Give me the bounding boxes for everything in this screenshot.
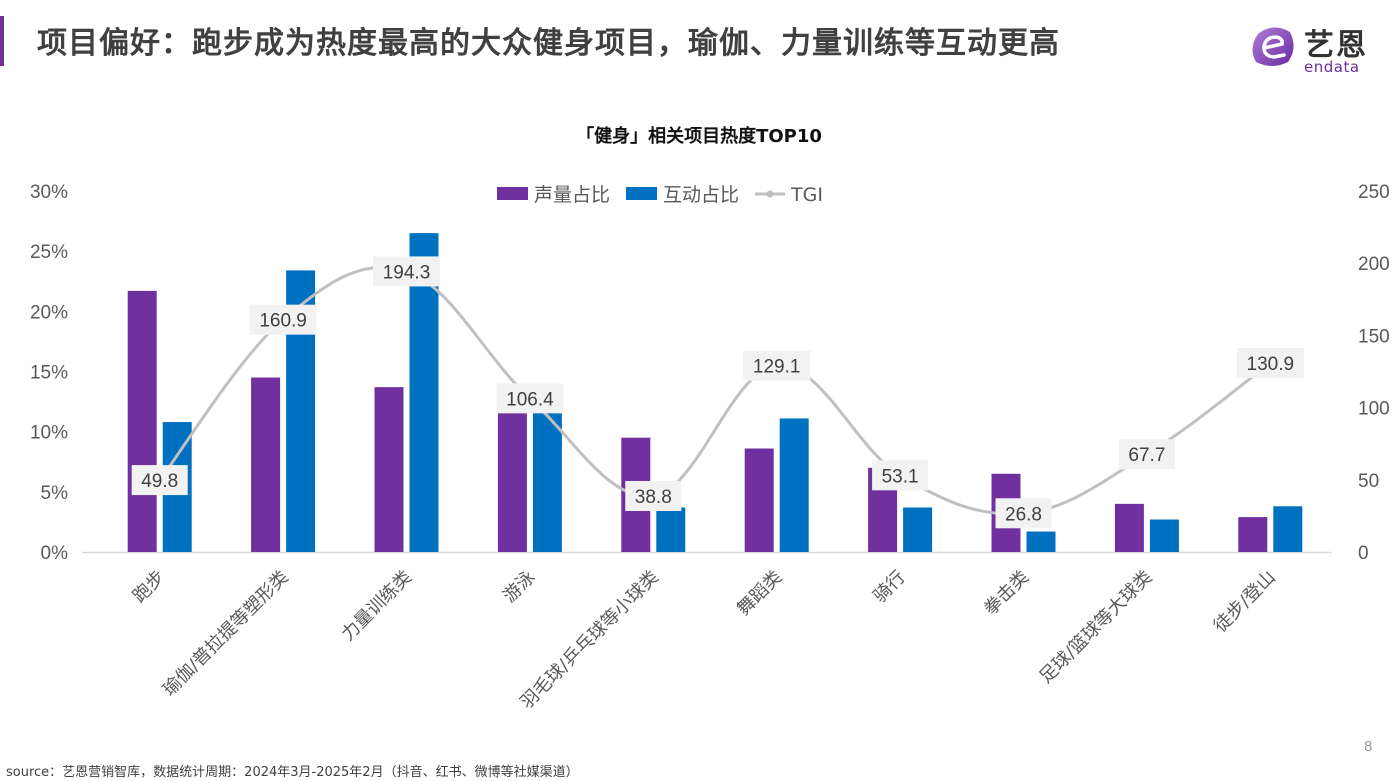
tgi-data-label: 49.8 xyxy=(141,471,178,492)
logo-cn-text: 艺恩 xyxy=(1304,28,1368,63)
tgi-data-label: 38.8 xyxy=(635,487,672,508)
legend-label: 互动占比 xyxy=(663,184,739,206)
tgi-data-label: 67.7 xyxy=(1128,445,1165,466)
y-left-tick-label: 15% xyxy=(30,363,68,384)
bar-volume-share xyxy=(374,387,404,552)
bar-volume-share xyxy=(251,377,281,552)
y-right-tick-label: 0 xyxy=(1358,543,1369,564)
tgi-data-label-box xyxy=(496,383,564,414)
x-category-label: 游泳 xyxy=(499,567,539,607)
legend-label: 声量占比 xyxy=(534,184,610,206)
tgi-data-label: 26.8 xyxy=(1005,504,1042,525)
bar-volume-share xyxy=(497,405,527,552)
tgi-data-label: 130.9 xyxy=(1247,354,1295,375)
tgi-data-label-box xyxy=(249,304,317,335)
x-category-label: 力量训练类 xyxy=(338,567,416,645)
tgi-data-label-box xyxy=(131,465,188,496)
tgi-data-label-box xyxy=(373,256,440,287)
y-right-tick-label: 50 xyxy=(1358,471,1379,492)
y-right-tick-label: 250 xyxy=(1358,182,1390,203)
legend-swatch xyxy=(626,187,657,200)
tgi-data-label-box xyxy=(995,498,1052,529)
y-right-tick-label: 200 xyxy=(1358,254,1390,275)
tgi-data-label: 194.3 xyxy=(383,262,431,283)
bar-interaction-share xyxy=(1026,531,1056,552)
tgi-data-label-box xyxy=(872,460,929,491)
y-left-tick-label: 0% xyxy=(41,543,69,564)
x-category-label: 羽毛球/乒乓球等小球类 xyxy=(516,567,662,713)
tgi-data-label: 160.9 xyxy=(259,311,307,332)
x-category-label: 骑行 xyxy=(869,567,909,607)
bar-volume-share xyxy=(1114,503,1144,552)
page-number: 8 xyxy=(1364,738,1373,755)
endata-logo: 艺恩 endata xyxy=(1250,18,1390,78)
bar-volume-share xyxy=(744,448,774,552)
chart-title: 「健身」相关项目热度TOP10 xyxy=(576,126,822,147)
x-category-label: 跑步 xyxy=(129,567,169,607)
x-category-label: 拳击类 xyxy=(980,567,1033,620)
tgi-line xyxy=(158,266,1272,516)
logo-en-text: endata xyxy=(1304,58,1360,76)
x-category-label: 舞蹈类 xyxy=(733,567,786,620)
page-title: 项目偏好：跑步成为热度最高的大众健身项目，瑜伽、力量训练等互动更高 xyxy=(37,26,1060,61)
bar-volume-share xyxy=(127,290,157,552)
legend-swatch xyxy=(497,187,528,200)
tgi-data-label-box xyxy=(743,350,811,381)
y-right-tick-label: 150 xyxy=(1358,326,1390,347)
tgi-data-label: 106.4 xyxy=(506,389,554,410)
title-accent-bar xyxy=(0,16,4,66)
bar-interaction-share xyxy=(1149,519,1179,552)
tgi-data-label: 53.1 xyxy=(882,466,919,487)
bar-interaction-share xyxy=(656,507,686,552)
tgi-data-label-box xyxy=(1236,347,1304,378)
endata-e-logo-icon xyxy=(1252,27,1294,66)
bar-interaction-share xyxy=(779,418,809,552)
y-left-tick-label: 20% xyxy=(30,302,68,323)
bar-volume-share xyxy=(1238,517,1268,552)
bar-interaction-share xyxy=(532,395,562,552)
x-category-label: 足球/篮球等大球类 xyxy=(1035,567,1156,688)
y-left-tick-label: 25% xyxy=(30,242,68,263)
x-category-label: 瑜伽/普拉提等塑形类 xyxy=(159,567,293,701)
y-left-tick-label: 30% xyxy=(30,182,68,203)
bar-interaction-share xyxy=(1273,506,1303,552)
tgi-data-label-box xyxy=(625,480,682,511)
y-right-tick-label: 100 xyxy=(1358,399,1390,420)
legend-label: TGI xyxy=(790,184,823,206)
x-category-label: 徒步/登山 xyxy=(1210,567,1280,637)
y-left-tick-label: 10% xyxy=(30,423,68,444)
bar-interaction-share xyxy=(903,507,933,552)
legend-dot xyxy=(766,190,774,198)
tgi-data-label-box xyxy=(1118,439,1175,470)
tgi-data-label: 129.1 xyxy=(753,357,801,378)
source-note: source：艺恩营销智库，数据统计周期：2024年3月-2025年2月（抖音、… xyxy=(6,765,579,780)
y-left-tick-label: 5% xyxy=(41,483,69,504)
